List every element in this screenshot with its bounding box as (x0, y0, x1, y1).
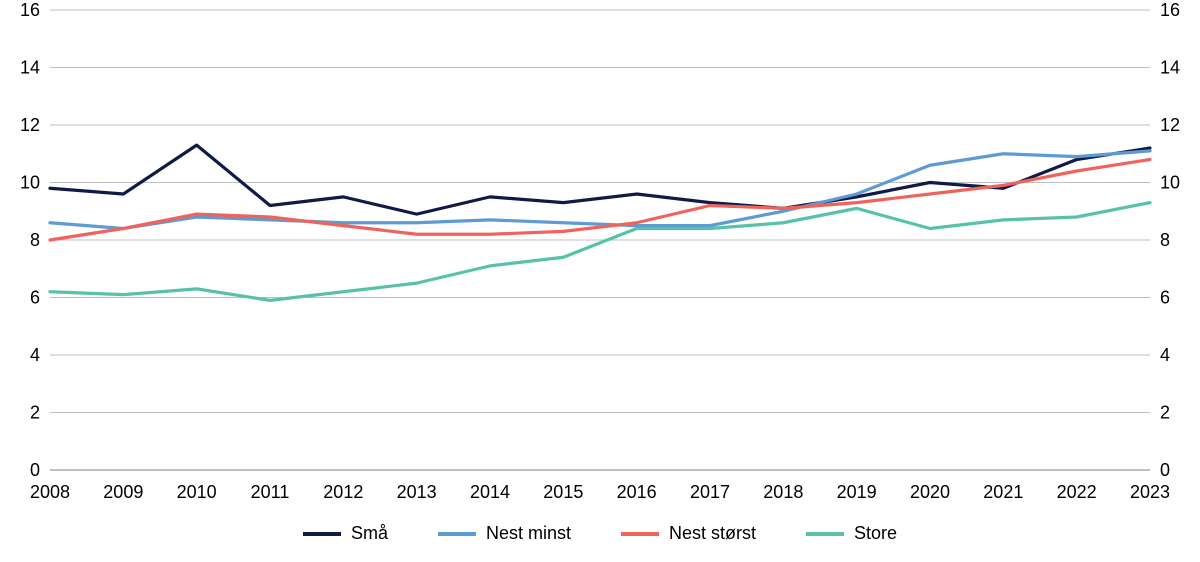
y-tick-right: 8 (1160, 230, 1170, 250)
legend-swatch (621, 532, 659, 536)
x-tick: 2013 (397, 482, 437, 502)
x-tick: 2009 (103, 482, 143, 502)
y-tick-left: 10 (20, 173, 40, 193)
x-tick: 2019 (837, 482, 877, 502)
y-tick-right: 0 (1160, 460, 1170, 480)
y-tick-right: 2 (1160, 403, 1170, 423)
x-tick: 2014 (470, 482, 510, 502)
x-tick: 2023 (1130, 482, 1170, 502)
y-tick-right: 4 (1160, 345, 1170, 365)
legend-item-nest_minst: Nest minst (438, 523, 571, 544)
y-tick-left: 6 (30, 288, 40, 308)
legend: Små Nest minst Nest størst Store (0, 523, 1200, 544)
legend-swatch (806, 532, 844, 536)
y-tick-right: 12 (1160, 115, 1180, 135)
x-tick: 2015 (543, 482, 583, 502)
x-tick: 2012 (323, 482, 363, 502)
x-tick: 2010 (177, 482, 217, 502)
x-tick: 2022 (1057, 482, 1097, 502)
chart-canvas: 0 0 2 2 4 4 6 6 8 8 10 10 12 12 14 14 16 16 2008 2009 2010 20… (0, 0, 1200, 562)
x-tick: 2021 (983, 482, 1023, 502)
x-tick: 2016 (617, 482, 657, 502)
y-tick-right: 10 (1160, 173, 1180, 193)
x-tick: 2008 (30, 482, 70, 502)
legend-item-sma: Små (303, 523, 388, 544)
x-tick: 2017 (690, 482, 730, 502)
y-tick-left: 4 (30, 345, 40, 365)
legend-swatch (438, 532, 476, 536)
y-tick-left: 14 (20, 58, 40, 78)
y-tick-left: 0 (30, 460, 40, 480)
legend-item-nest_storst: Nest størst (621, 523, 756, 544)
x-tick: 2018 (763, 482, 803, 502)
legend-swatch (303, 532, 341, 536)
legend-label: Små (351, 523, 388, 544)
x-tick: 2011 (251, 482, 290, 502)
legend-label: Store (854, 523, 897, 544)
y-tick-left: 8 (30, 230, 40, 250)
x-tick: 2020 (910, 482, 950, 502)
y-tick-left: 2 (30, 403, 40, 423)
y-tick-left: 16 (20, 0, 40, 20)
legend-label: Nest minst (486, 523, 571, 544)
line-chart: 0 0 2 2 4 4 6 6 8 8 10 10 12 12 14 14 16 16 2008 2009 2010 20… (0, 0, 1200, 562)
legend-label: Nest størst (669, 523, 756, 544)
y-tick-left: 12 (20, 115, 40, 135)
legend-item-store: Store (806, 523, 897, 544)
y-tick-right: 14 (1160, 58, 1180, 78)
y-tick-right: 16 (1160, 0, 1180, 20)
y-tick-right: 6 (1160, 288, 1170, 308)
